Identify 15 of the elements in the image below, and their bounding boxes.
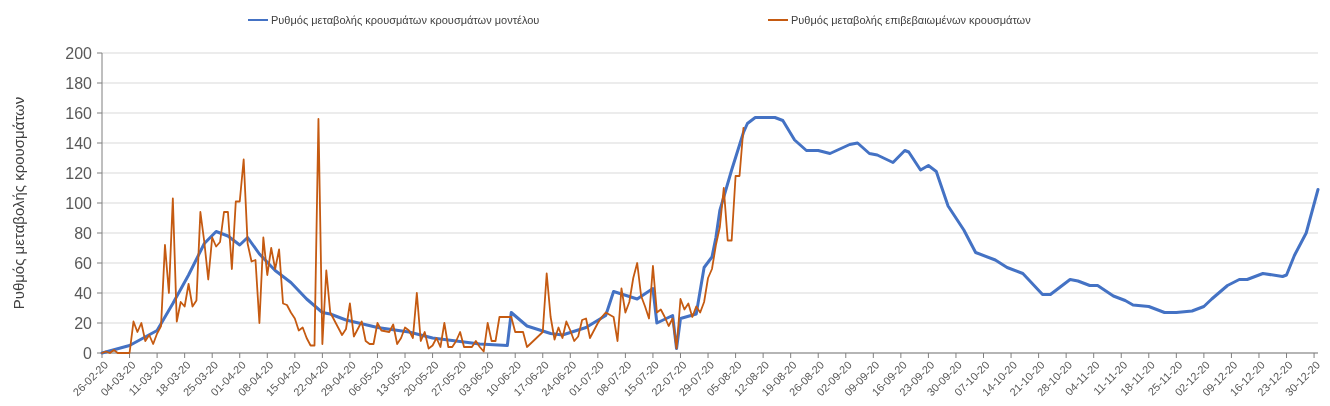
y-tick-label: 120	[65, 164, 93, 182]
y-tick-label: 80	[74, 224, 93, 242]
y-axis-title: Ρυθμός μεταβολής κρουσμάτων	[10, 96, 27, 310]
y-tick-label: 100	[65, 194, 93, 212]
y-tick-label: 20	[74, 314, 93, 332]
line-series	[101, 118, 745, 354]
y-tick-label: 160	[65, 104, 93, 122]
y-tick-label: 140	[65, 134, 93, 152]
y-tick-label: 0	[83, 344, 93, 362]
legend-label: Ρυθμός μεταβολής επιβεβαιωμένων κρουσμάτων	[791, 13, 1032, 26]
y-tick-label: 40	[74, 284, 93, 302]
y-tick-label: 60	[74, 254, 93, 272]
y-tick-label: 200	[65, 44, 93, 62]
y-tick-label: 180	[65, 74, 93, 92]
legend-label: Ρυθμός μεταβολής κρουσμάτων κρουσμάτων μοντέλου	[271, 13, 540, 26]
